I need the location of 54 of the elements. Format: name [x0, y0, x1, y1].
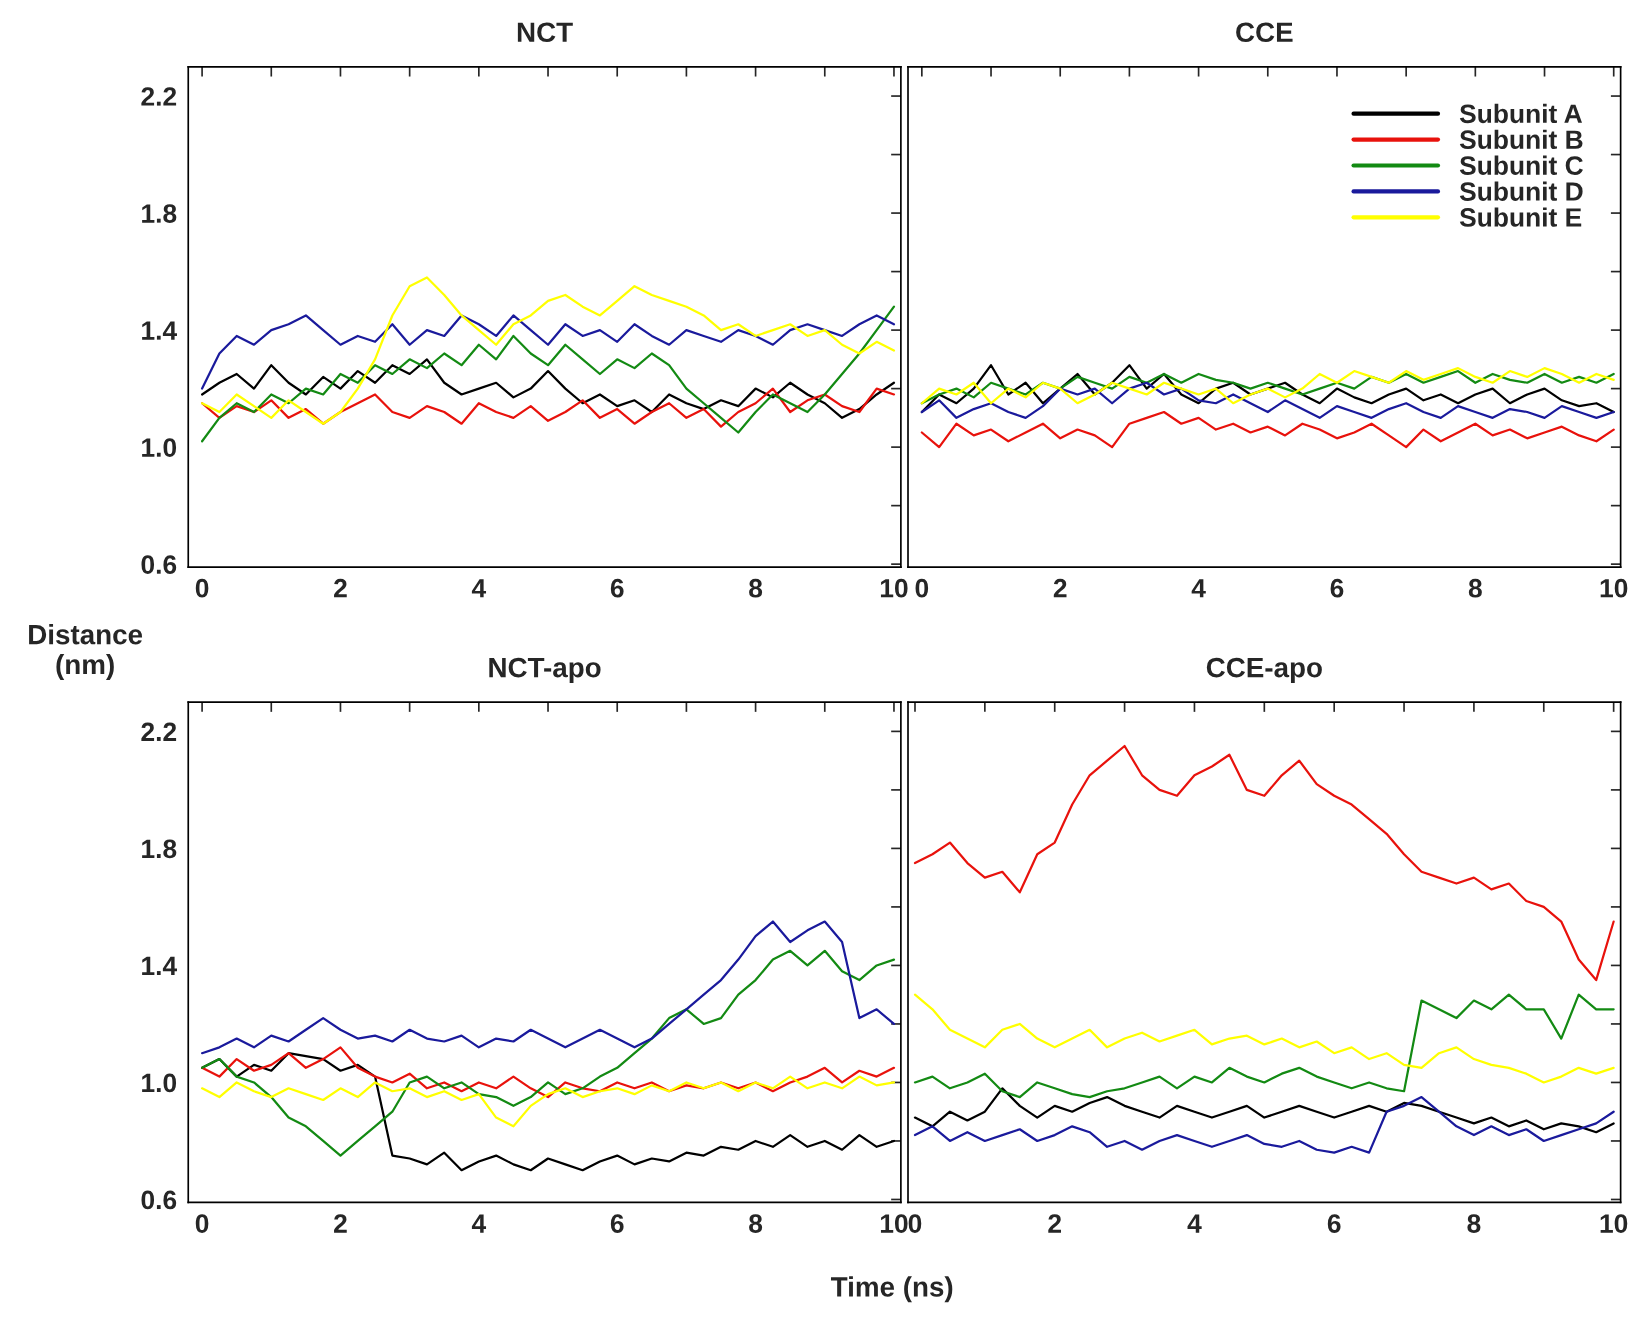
x-tick-label: 10 [1600, 578, 1628, 598]
y-tick-label: 1.0 [142, 1073, 177, 1093]
chart-title: CCE [1236, 22, 1293, 43]
x-tick-label: 2 [1048, 1214, 1061, 1233]
x-tick-label: 8 [1467, 1214, 1481, 1233]
line-series [200, 1075, 896, 1128]
line-series [200, 276, 896, 425]
legend-label: Subunit C [1459, 155, 1583, 175]
y-tick-label: 0.6 [141, 1190, 177, 1210]
x-axis-title: Time (ns) [830, 1276, 953, 1303]
y-tick-label: 0.6 [141, 555, 177, 574]
y-tick-label: 1.4 [142, 956, 178, 975]
x-tick-label: 4 [471, 1214, 487, 1233]
x-tick-label: 0 [195, 578, 209, 598]
x-tick-label: 0 [908, 1214, 922, 1233]
x-tick-label: 4 [471, 579, 487, 598]
chart-title: NCT-apo [489, 657, 601, 683]
y-tick-label: 1.4 [142, 321, 178, 340]
x-tick-label: 8 [1468, 578, 1482, 598]
y-tick-label: 2.2 [141, 87, 177, 106]
line-series [200, 387, 896, 428]
x-tick-label: 10 [1600, 1214, 1628, 1233]
x-tick-label: 2 [334, 578, 347, 598]
x-tick-label: 8 [749, 1214, 763, 1233]
line-series [200, 305, 896, 443]
x-tick-label: 2 [334, 1214, 347, 1233]
y-tick-label: 1.0 [142, 438, 177, 457]
y-tick-label: 2.2 [141, 722, 177, 741]
legend-label: Subunit D [1459, 181, 1583, 201]
line-series [200, 949, 896, 1157]
y-tick-label: 1.8 [142, 839, 177, 859]
line-series [200, 920, 896, 1055]
legend-label: Subunit A [1459, 103, 1583, 124]
legend-label: Subunit E [1459, 207, 1582, 227]
x-tick-label: 0 [195, 1214, 209, 1233]
x-tick-label: 0 [915, 578, 929, 598]
x-tick-label: 6 [1327, 1214, 1341, 1233]
legend-label: Subunit B [1459, 129, 1583, 150]
line-series [200, 314, 896, 390]
x-tick-label: 10 [880, 1214, 908, 1233]
y-axis-title: Distance (nm) [29, 624, 143, 680]
line-series [200, 358, 896, 419]
y-tick-label: 1.8 [142, 204, 177, 223]
line-series [200, 1046, 896, 1099]
chart-title: CCE-apo [1206, 657, 1322, 683]
x-tick-label: 6 [1330, 578, 1344, 598]
x-tick-label: 4 [1191, 579, 1206, 598]
x-tick-label: 10 [880, 578, 908, 598]
x-tick-label: 6 [610, 578, 624, 598]
x-tick-label: 6 [610, 1214, 624, 1233]
x-tick-label: 8 [749, 578, 763, 598]
x-tick-label: 4 [1187, 1214, 1202, 1233]
chart-title: NCT [517, 22, 573, 43]
x-tick-label: 2 [1053, 578, 1067, 598]
